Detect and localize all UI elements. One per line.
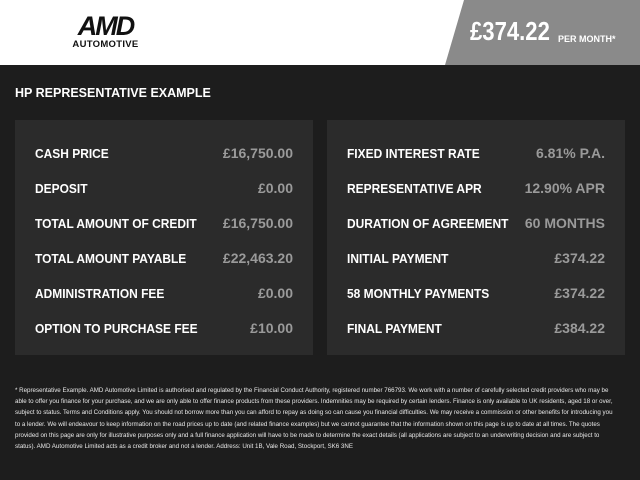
finance-row: 58 MONTHLY PAYMENTS £374.22 (347, 283, 605, 303)
monthly-price: £374.22 (470, 16, 550, 46)
finance-label: 58 MONTHLY PAYMENTS (347, 285, 490, 301)
finance-row: FIXED INTEREST RATE 6.81% P.A. (347, 143, 605, 163)
finance-label: CASH PRICE (35, 145, 109, 161)
finance-label: FINAL PAYMENT (347, 320, 442, 336)
finance-value: £0.00 (257, 285, 293, 301)
finance-value: £22,463.20 (222, 250, 293, 266)
finance-label: DURATION OF AGREEMENT (347, 215, 509, 231)
finance-label: INITIAL PAYMENT (347, 250, 449, 266)
finance-label: FIXED INTEREST RATE (347, 145, 480, 161)
finance-row: INITIAL PAYMENT £374.22 (347, 248, 605, 268)
finance-label: TOTAL AMOUNT OF CREDIT (35, 215, 197, 231)
finance-label: REPRESENTATIVE APR (347, 180, 482, 196)
finance-value: £0.00 (257, 180, 293, 196)
finance-value: £374.22 (554, 250, 605, 266)
finance-value: £16,750.00 (222, 145, 293, 161)
monthly-price-banner: £374.22 PER MONTH* (445, 0, 640, 65)
per-month-label: PER MONTH* (558, 34, 616, 44)
disclaimer-text: * Representative Example. AMD Automotive… (15, 387, 613, 451)
finance-row: OPTION TO PURCHASE FEE £10.00 (35, 318, 293, 338)
finance-value: £384.22 (554, 320, 605, 336)
finance-value: £16,750.00 (222, 215, 293, 231)
finance-row: TOTAL AMOUNT PAYABLE £22,463.20 (35, 248, 293, 268)
logo-sub: AUTOMOTIVE (72, 39, 139, 50)
finance-label: ADMINISTRATION FEE (35, 285, 165, 301)
finance-label: OPTION TO PURCHASE FEE (35, 320, 198, 336)
finance-value: £374.22 (554, 285, 605, 301)
finance-value: 6.81% P.A. (535, 145, 605, 161)
finance-row: DEPOSIT £0.00 (35, 178, 293, 198)
amd-automotive-logo[interactable]: AMD AUTOMOTIVE (68, 12, 143, 50)
finance-panel-left: CASH PRICE £16,750.00 DEPOSIT £0.00 TOTAL AM… (15, 120, 313, 355)
finance-panel-right: FIXED INTEREST RATE 6.81% P.A. REPRESENTAT… (327, 120, 625, 355)
logo-main: AMD (77, 11, 136, 41)
finance-value: 60 MONTHS (524, 215, 605, 231)
finance-row: TOTAL AMOUNT OF CREDIT £16,750.00 (35, 213, 293, 233)
finance-row: FINAL PAYMENT £384.22 (347, 318, 605, 338)
finance-label: DEPOSIT (35, 180, 88, 196)
finance-row: CASH PRICE £16,750.00 (35, 143, 293, 163)
finance-row: REPRESENTATIVE APR 12.90% APR (347, 178, 605, 198)
finance-row: DURATION OF AGREEMENT 60 MONTHS (347, 213, 605, 233)
finance-row: ADMINISTRATION FEE £0.00 (35, 283, 293, 303)
finance-value: £10.00 (250, 320, 293, 336)
finance-label: TOTAL AMOUNT PAYABLE (35, 250, 187, 266)
header: AMD AUTOMOTIVE £374.22 PER MONTH* (0, 0, 640, 65)
finance-value: 12.90% APR (524, 180, 605, 196)
section-title: HP REPRESENTATIVE EXAMPLE (15, 86, 211, 100)
